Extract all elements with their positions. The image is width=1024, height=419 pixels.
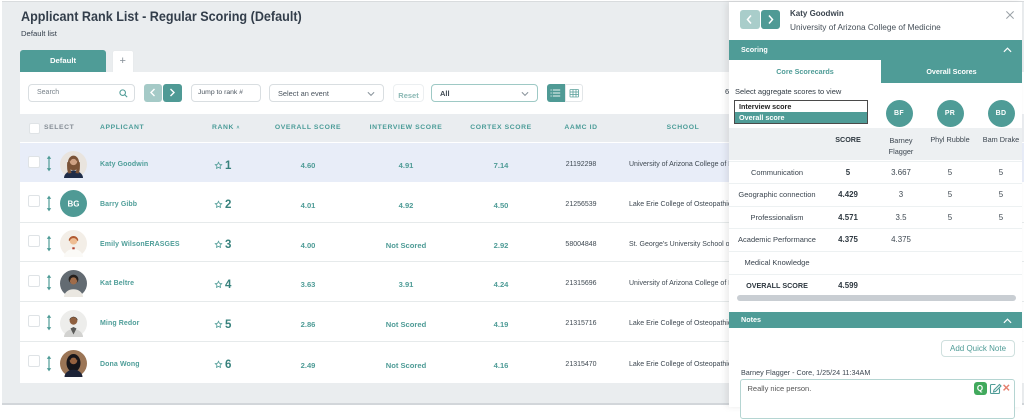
svg-text:BG: BG	[67, 200, 79, 209]
